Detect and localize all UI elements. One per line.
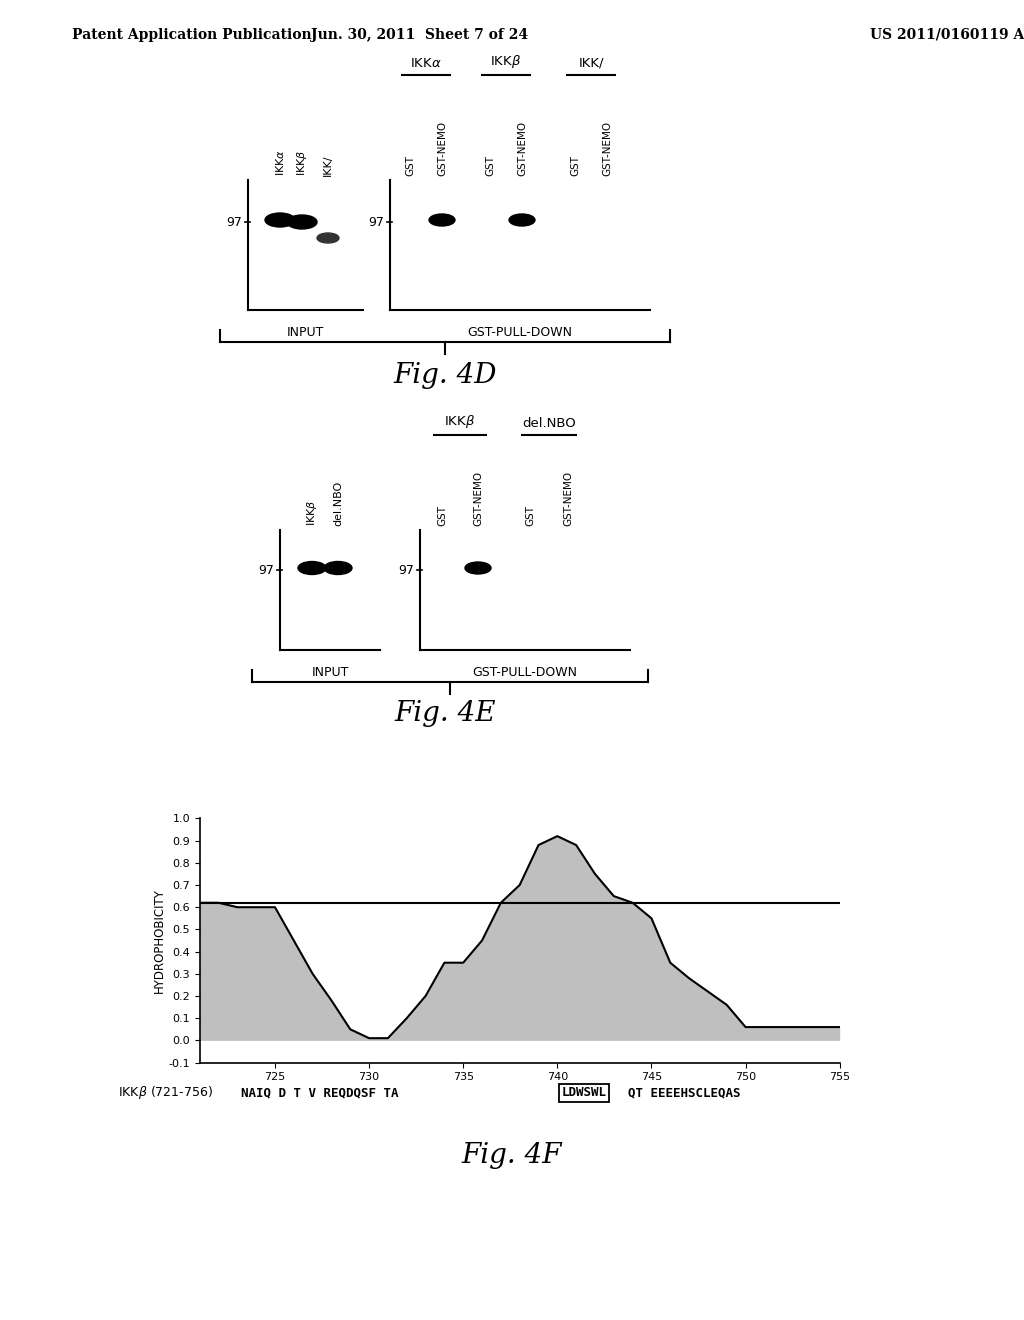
- Text: 97: 97: [368, 215, 384, 228]
- Text: del.NBO: del.NBO: [522, 417, 575, 430]
- Text: del.NBO: del.NBO: [333, 480, 343, 525]
- Text: GST-NEMO: GST-NEMO: [437, 121, 447, 176]
- Text: LDWSWL: LDWSWL: [561, 1086, 606, 1100]
- Text: GST: GST: [570, 154, 580, 176]
- Text: INPUT: INPUT: [311, 667, 349, 678]
- Text: GST-PULL-DOWN: GST-PULL-DOWN: [468, 326, 572, 339]
- Text: INPUT: INPUT: [287, 326, 325, 339]
- Ellipse shape: [287, 215, 317, 228]
- Y-axis label: HYDROPHOBICITY: HYDROPHOBICITY: [153, 888, 166, 993]
- Ellipse shape: [265, 213, 295, 227]
- Text: GST-NEMO: GST-NEMO: [517, 121, 527, 176]
- Text: GST-NEMO: GST-NEMO: [473, 471, 483, 525]
- Text: IKK/: IKK/: [323, 154, 333, 176]
- Text: IKK$\alpha$: IKK$\alpha$: [274, 149, 286, 176]
- Text: IKK$\alpha$: IKK$\alpha$: [410, 57, 442, 70]
- Text: Patent Application Publication: Patent Application Publication: [72, 28, 311, 42]
- Text: Fig. 4F: Fig. 4F: [462, 1142, 562, 1168]
- Text: GST-NEMO: GST-NEMO: [602, 121, 612, 176]
- Text: Jun. 30, 2011  Sheet 7 of 24: Jun. 30, 2011 Sheet 7 of 24: [311, 28, 528, 42]
- Text: Fig. 4E: Fig. 4E: [394, 700, 496, 727]
- Ellipse shape: [317, 234, 339, 243]
- Text: 97: 97: [226, 215, 242, 228]
- Text: GST-NEMO: GST-NEMO: [563, 471, 573, 525]
- Text: GST-PULL-DOWN: GST-PULL-DOWN: [472, 667, 578, 678]
- Text: GST: GST: [406, 154, 415, 176]
- Ellipse shape: [324, 561, 352, 574]
- Text: QT EEEEHSCLEQAS: QT EEEEHSCLEQAS: [628, 1086, 740, 1100]
- Text: IKK$\beta$ (721-756): IKK$\beta$ (721-756): [118, 1085, 214, 1101]
- Text: US 2011/0160119 A1: US 2011/0160119 A1: [870, 28, 1024, 42]
- Ellipse shape: [429, 214, 455, 226]
- Text: GST: GST: [485, 154, 495, 176]
- Text: GST: GST: [437, 506, 447, 525]
- Ellipse shape: [509, 214, 535, 226]
- Text: Fig. 4D: Fig. 4D: [393, 362, 497, 389]
- Text: IKK$\beta$: IKK$\beta$: [305, 499, 319, 525]
- Ellipse shape: [465, 562, 490, 574]
- Text: IKK$\beta$: IKK$\beta$: [295, 149, 309, 176]
- Text: GST: GST: [525, 506, 535, 525]
- Text: IKK$\beta$: IKK$\beta$: [444, 413, 476, 430]
- Ellipse shape: [298, 561, 326, 574]
- Text: NAIQ D T V REQDQSF TA: NAIQ D T V REQDQSF TA: [241, 1086, 398, 1100]
- Text: IKK$\beta$: IKK$\beta$: [490, 53, 521, 70]
- Text: 97: 97: [398, 564, 414, 577]
- Text: IKK/: IKK/: [579, 57, 604, 70]
- Text: 97: 97: [258, 564, 274, 577]
